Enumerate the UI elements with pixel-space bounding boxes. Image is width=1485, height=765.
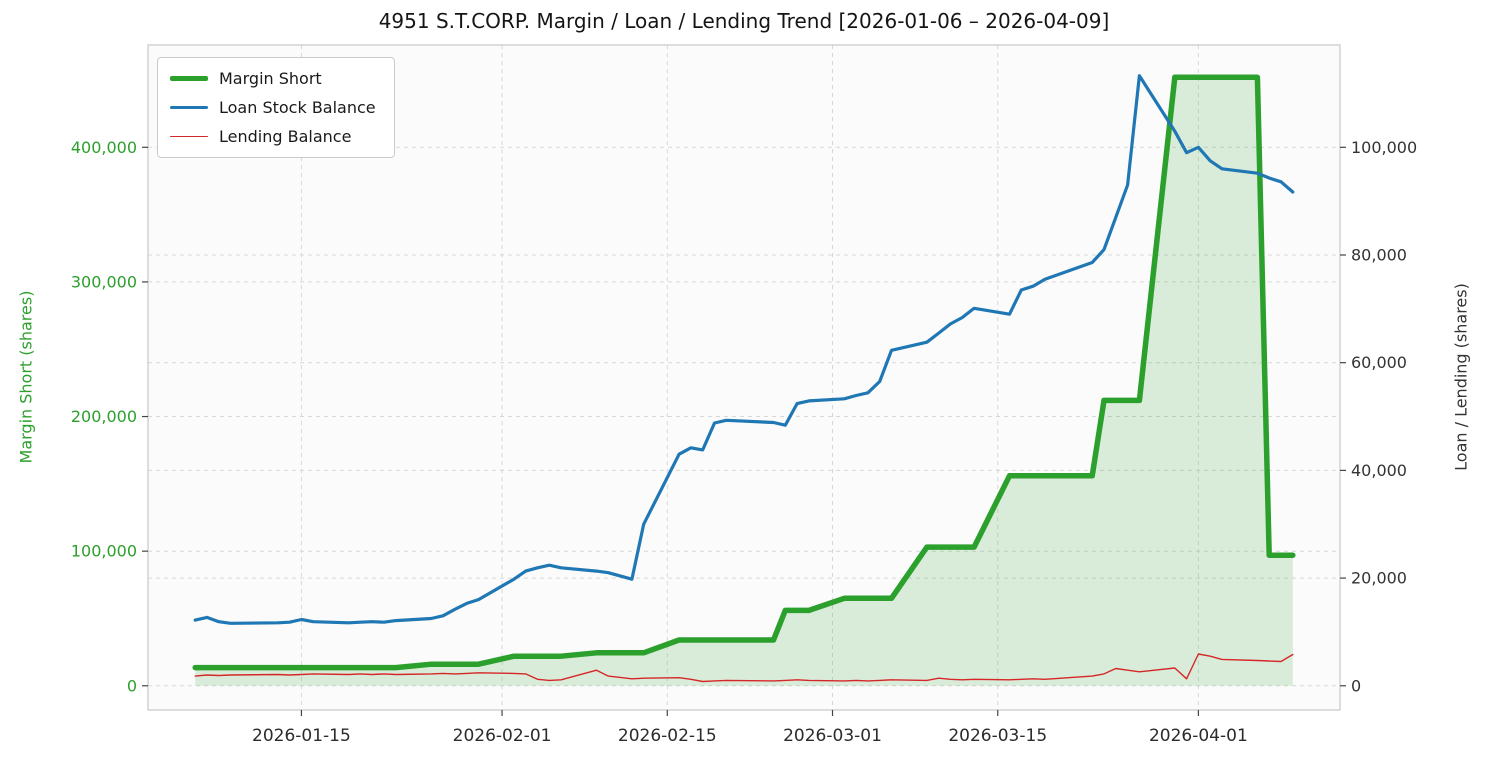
right-axis-label: Loan / Lending (shares) [1451, 283, 1471, 471]
lending-line [194, 653, 1294, 683]
margin-short-area [195, 77, 1293, 686]
left-tick-label: 0 [127, 676, 137, 695]
legend-label-margin-short: Margin Short [219, 69, 322, 88]
loan-stock-line [193, 74, 1295, 625]
lending-line-swatch [170, 135, 208, 138]
gridlines [148, 45, 1340, 710]
x-tick-label: 2026-03-01 [783, 726, 882, 746]
x-tick-label: 2026-02-15 [618, 726, 717, 746]
margin-short-line-swatch [170, 75, 208, 82]
left-tick-label: 100,000 [71, 542, 137, 561]
tick-labels: 0 100,000 200,000 300,000 400,000 0 20,000 40,0… [71, 138, 1417, 746]
right-tick-label: 80,000 [1351, 246, 1407, 265]
legend-label-lending: Lending Balance [219, 127, 352, 146]
plot-frame [147, 44, 1341, 711]
right-tick-label: 40,000 [1351, 461, 1407, 480]
chart-title: 4951 S.T.CORP. Margin / Loan / Lending T… [378, 9, 1110, 33]
legend: Margin Short Loan Stock Balance Lending … [157, 57, 395, 158]
legend-item-loan-stock: Loan Stock Balance [170, 98, 376, 117]
x-tick-label: 2026-01-15 [252, 726, 351, 746]
right-tick-label: 20,000 [1351, 569, 1407, 588]
x-tick-label: 2026-04-01 [1149, 726, 1248, 746]
legend-item-margin-short: Margin Short [170, 69, 376, 88]
loan-stock-line-swatch [170, 105, 208, 110]
right-tick-label: 100,000 [1351, 138, 1417, 157]
x-tick-label: 2026-02-01 [453, 726, 552, 746]
x-tick-label: 2026-03-15 [948, 726, 1047, 746]
margin-short-line [192, 74, 1296, 671]
legend-label-loan-stock: Loan Stock Balance [219, 98, 376, 117]
left-tick-label: 300,000 [71, 272, 137, 291]
right-tick-label: 0 [1351, 676, 1361, 695]
left-axis-label: Margin Short (shares) [16, 290, 36, 464]
left-tick-label: 400,000 [71, 138, 137, 157]
left-tick-label: 200,000 [71, 407, 137, 426]
legend-item-lending: Lending Balance [170, 127, 376, 146]
right-tick-label: 60,000 [1351, 353, 1407, 372]
